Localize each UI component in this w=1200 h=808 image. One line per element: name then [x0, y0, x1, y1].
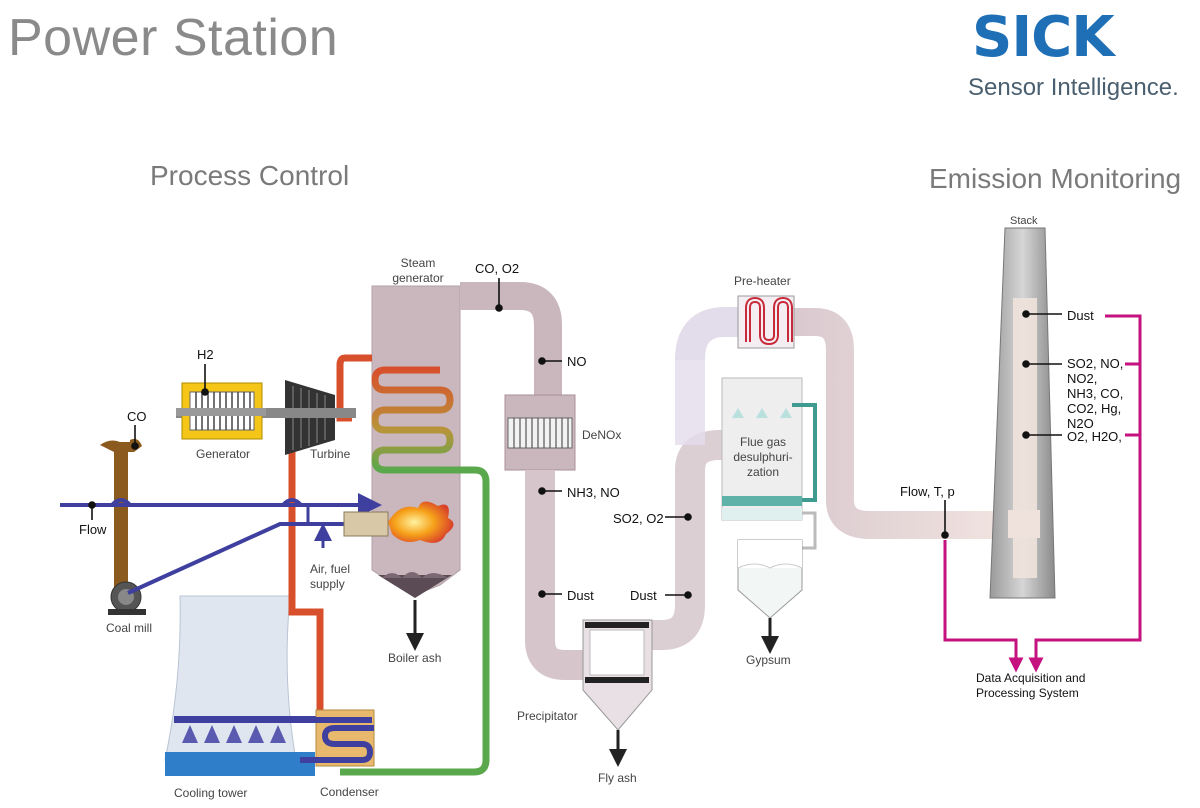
steam-pipe-turbine [336, 354, 372, 422]
meas-co-o2: CO, O2 [475, 261, 520, 276]
label-turbine: Turbine [310, 447, 351, 461]
label-air-fuel-supply: Air, fuel supply [310, 562, 351, 591]
burner [343, 501, 454, 543]
label-data-acquisition: Data Acquisition and Processing System [976, 671, 1086, 700]
label-fgd: Flue gas desulphuri-zation [733, 435, 793, 479]
meas-dust-post: Dust [630, 588, 657, 603]
meas-dust-stack: Dust [1067, 308, 1094, 323]
label-boiler-ash: Boiler ash [388, 651, 442, 665]
section-emission-monitoring: Emission Monitoring [929, 163, 1182, 194]
pre-heater [737, 295, 795, 349]
meas-so2-o2: SO2, O2 [613, 511, 664, 526]
precipitator [582, 619, 653, 731]
logo-wordmark: SICK [972, 5, 1115, 70]
label-denox: DeNOx [582, 428, 622, 442]
label-gypsum: Gypsum [746, 653, 791, 667]
label-cooling-tower: Cooling tower [174, 786, 248, 800]
meas-flow: Flow [79, 522, 107, 537]
meas-so2-group: SO2, NO, NO2, NH3, CO, CO2, Hg, N2O [1067, 356, 1124, 431]
meas-dust-pre: Dust [567, 588, 594, 603]
emission-data-links [943, 314, 1142, 673]
meas-flow-tp: Flow, T, p [900, 484, 955, 499]
label-stack: Stack [1010, 215, 1038, 227]
flue-duct-mid [525, 470, 585, 680]
meas-co-mill: CO [127, 409, 147, 424]
logo-tagline: Sensor Intelligence. [968, 74, 1179, 101]
page-title: Power Station [8, 9, 339, 67]
flue-duct-to-stack [790, 308, 1010, 539]
stack [989, 227, 1056, 599]
flue-duct-top [460, 282, 562, 395]
label-fly-ash: Fly ash [598, 771, 637, 785]
meas-h2: H2 [197, 347, 214, 362]
section-process-control: Process Control [150, 160, 350, 191]
company-logo: SICK Sensor Intelligence. [968, 8, 1193, 102]
label-steam-generator: Steam generator [392, 256, 444, 285]
label-precipitator: Precipitator [517, 709, 578, 723]
generator [176, 382, 266, 440]
flue-duct-preheat-in [675, 307, 745, 361]
label-condenser: Condenser [320, 785, 379, 799]
fgd-scrubber [721, 377, 817, 619]
condensate-pipe [340, 466, 490, 776]
label-generator: Generator [196, 447, 251, 461]
meas-no: NO [567, 354, 587, 369]
measurement-probes [88, 278, 1062, 599]
label-coal-mill: Coal mill [106, 621, 153, 635]
boiler-coils [371, 366, 454, 474]
meas-o2-h2o: O2, H2O, [1067, 429, 1122, 444]
denox-reactor [504, 394, 576, 471]
meas-nh3-no: NH3, NO [567, 485, 620, 500]
label-pre-heater: Pre-heater [734, 274, 791, 288]
flue-duct-rise [648, 430, 728, 650]
